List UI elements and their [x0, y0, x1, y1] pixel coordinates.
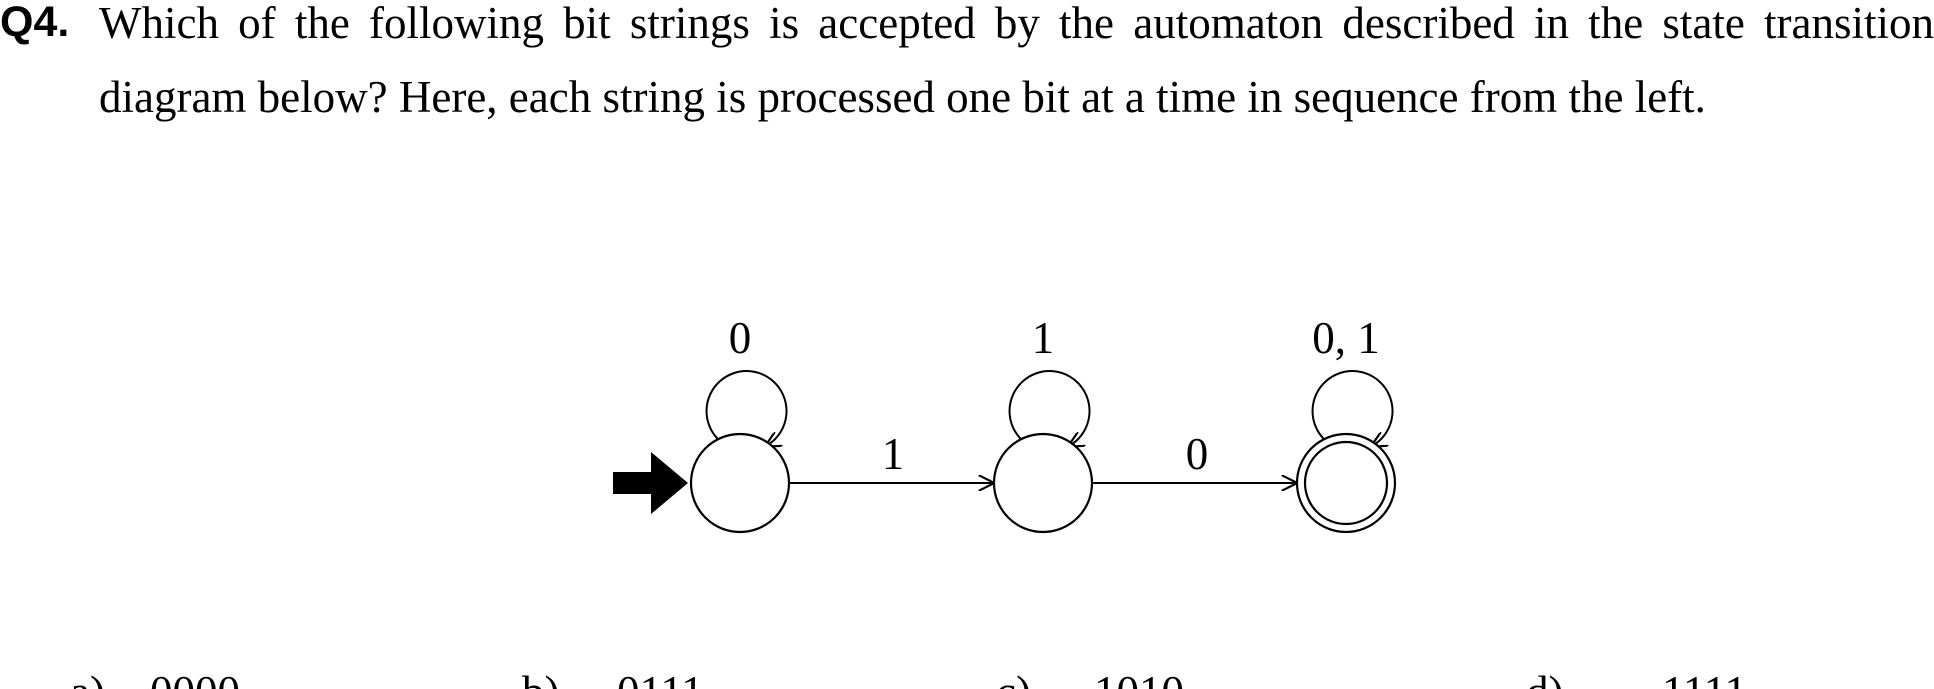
state [689, 432, 791, 534]
loop-label: 1 [1032, 313, 1055, 363]
question-number: Q4. [0, 0, 70, 46]
self-loop [705, 370, 788, 446]
option-text: 0000 [150, 667, 240, 689]
state [992, 432, 1094, 534]
accept-state-inner [1303, 440, 1389, 526]
option-text: 1111 [1662, 667, 1747, 689]
accept-state [1295, 432, 1397, 534]
option-label: 0111 [617, 667, 704, 689]
edge-label: 0 [1186, 429, 1209, 479]
self-loop [1311, 370, 1394, 446]
question-text: Which of the following bit strings is ac… [99, 0, 1934, 122]
option-label: c) [996, 667, 1031, 689]
option-text: 1010 [1094, 667, 1184, 689]
option-label: a) [70, 667, 105, 689]
edge-label: 1 [882, 429, 905, 479]
loop-label: 0, 1 [1312, 313, 1380, 363]
start-arrow [613, 452, 688, 514]
option-label: b) [522, 667, 560, 689]
loop-label: 0 [729, 313, 752, 363]
option-label: d) [1526, 667, 1564, 689]
self-loop [1008, 370, 1091, 446]
